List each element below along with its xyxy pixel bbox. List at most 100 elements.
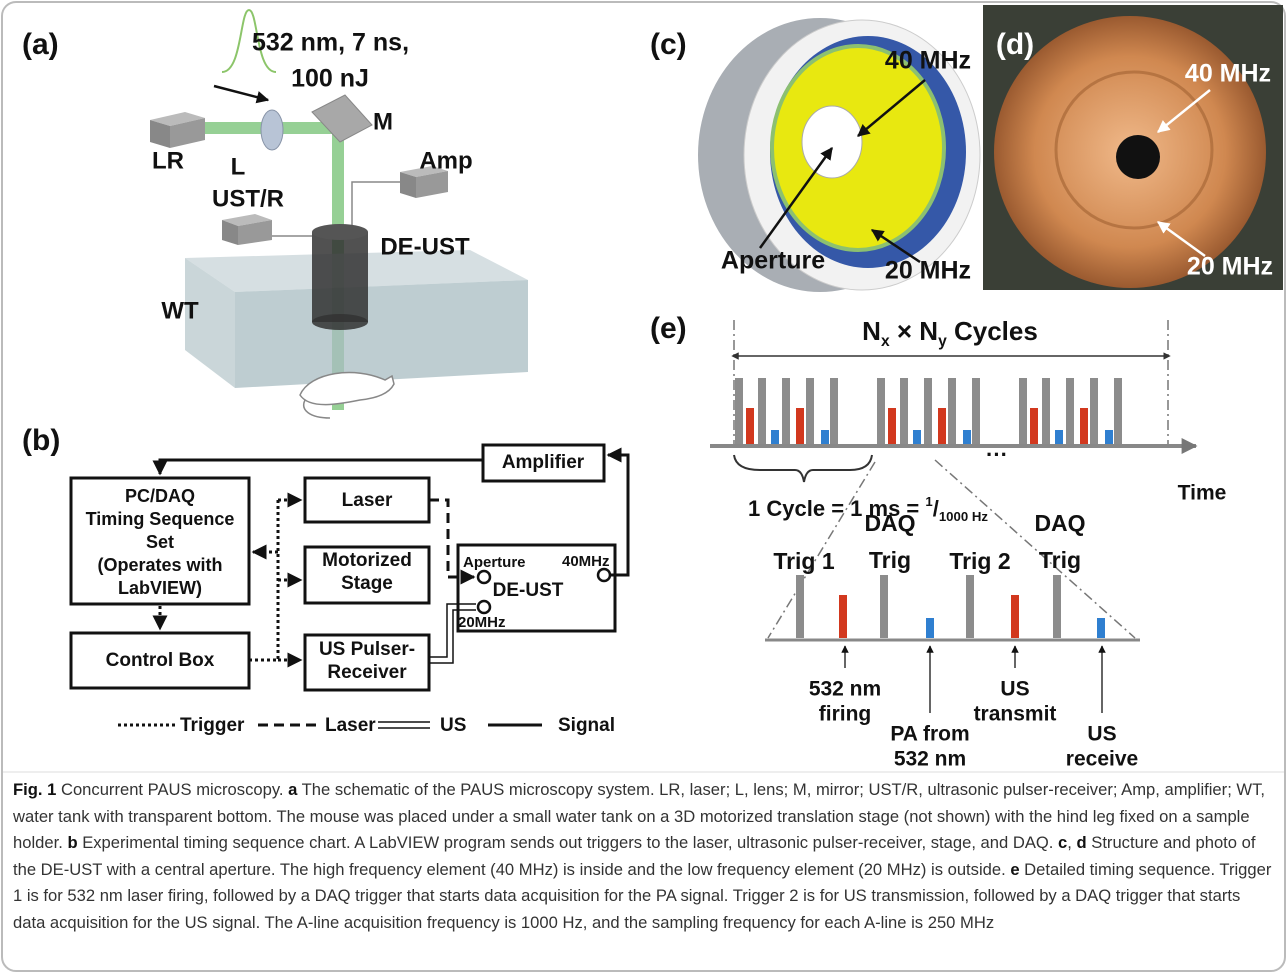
label: 40MHz <box>562 553 610 570</box>
text-part: N <box>862 316 881 346</box>
event-label: PA from <box>890 723 969 746</box>
timing-bar <box>771 430 779 444</box>
label: Stage <box>341 573 393 594</box>
box-title: PC/DAQ <box>125 486 195 506</box>
event-label: US <box>1087 723 1116 746</box>
box-text: (Operates with <box>97 555 222 575</box>
label: L <box>231 153 246 180</box>
caption-part: d <box>1077 833 1087 852</box>
event-label: transmit <box>974 703 1057 726</box>
label: Receiver <box>327 662 407 683</box>
label: 40 MHz <box>1185 60 1271 88</box>
label: 532 nm, 7 ns, <box>252 29 409 57</box>
trigger-label: Trig 2 <box>949 548 1010 574</box>
label: M <box>373 108 393 135</box>
timing-bar <box>888 408 896 444</box>
event-label: 532 nm <box>894 748 966 771</box>
legend-entry: Signal <box>558 715 615 736</box>
label: 100 nJ <box>291 65 369 93</box>
text-part: 1 <box>925 494 932 509</box>
caption-part: Concurrent PAUS microscopy. <box>56 780 288 799</box>
timing-bar <box>1019 378 1027 444</box>
label: Control Box <box>106 650 215 671</box>
timing-bar <box>880 575 888 638</box>
trigger-label: Trig <box>1039 547 1081 573</box>
box-text: Timing Sequence <box>86 509 235 529</box>
label: WT <box>161 297 199 324</box>
label: ··· <box>986 442 1008 467</box>
trigger-label: Trig <box>869 547 911 573</box>
text-part: y <box>938 333 947 350</box>
caption-part: , <box>1067 833 1076 852</box>
label: UST/R <box>212 185 284 212</box>
figure: (a)532 nm, 7 ns,100 nJLRLMAmpUST/RDE-UST… <box>0 0 1287 973</box>
timing-bar <box>1105 430 1113 444</box>
label: Amp <box>419 147 472 174</box>
label: Aperture <box>721 247 825 275</box>
event-label: 532 nm <box>809 678 881 701</box>
timing-bar <box>821 430 829 444</box>
label: Amplifier <box>502 452 585 473</box>
caption-part: Fig. 1 <box>13 780 56 799</box>
legend-entry: Trigger <box>180 715 245 736</box>
timing-bar <box>758 378 766 444</box>
timing-bar <box>1066 378 1074 444</box>
axis-label: Time <box>1178 482 1227 505</box>
event-label: receive <box>1066 748 1138 771</box>
text-part: 1000 Hz <box>939 509 989 524</box>
caption-part: b <box>67 833 77 852</box>
label: Aperture <box>463 554 526 571</box>
text-part: x <box>881 333 890 350</box>
panel-label: (a) <box>22 28 59 61</box>
timing-bar <box>1042 378 1050 444</box>
timing-bar <box>972 378 980 444</box>
timing-bar <box>782 378 790 444</box>
timing-bar <box>735 378 743 444</box>
timing-bar <box>966 575 974 638</box>
label: US Pulser- <box>319 639 415 660</box>
box-text: Set <box>146 532 174 552</box>
timing-bar <box>1055 430 1063 444</box>
timing-bar <box>948 378 956 444</box>
timing-bar <box>1114 378 1122 444</box>
trigger-label: Trig 1 <box>773 548 835 574</box>
event-label: US <box>1000 678 1029 701</box>
caption: Fig. 1 Concurrent PAUS microscopy. a The… <box>13 777 1275 936</box>
legend-entry: US <box>440 715 466 736</box>
label: 20 MHz <box>885 257 971 285</box>
panel-label: (e) <box>650 312 687 345</box>
panel-label: (d) <box>996 28 1034 61</box>
timing-bar <box>1080 408 1088 444</box>
timing-bar <box>1097 618 1105 638</box>
timing-bar <box>806 378 814 444</box>
timing-bar <box>796 408 804 444</box>
timing-bar <box>913 430 921 444</box>
timing-bar <box>926 618 934 638</box>
label: Laser <box>342 490 393 511</box>
timing-bar <box>900 378 908 444</box>
box-text: LabVIEW) <box>118 578 202 598</box>
label: Motorized <box>322 550 412 571</box>
timing-bar <box>877 378 885 444</box>
label: 20 MHz <box>1187 253 1273 281</box>
caption-part: e <box>1010 860 1019 879</box>
caption-part: a <box>288 780 297 799</box>
timing-bar <box>1053 575 1061 638</box>
timing-bar <box>796 575 804 638</box>
timing-bar <box>746 408 754 444</box>
label: 40 MHz <box>885 47 971 75</box>
label: 20MHz <box>458 614 506 631</box>
caption-part: c <box>1058 833 1067 852</box>
timing-bar <box>924 378 932 444</box>
timing-bar <box>1090 378 1098 444</box>
timing-bar <box>839 595 847 638</box>
panel-e-title: Nx × Ny Cycles <box>862 316 1038 350</box>
panel-e-drawing <box>710 320 1196 640</box>
text-part: Cycles <box>947 316 1038 346</box>
trigger-label: DAQ <box>1034 510 1085 536</box>
event-label: firing <box>819 703 872 726</box>
caption-part: Experimental timing sequence chart. A La… <box>78 833 1058 852</box>
timing-bar <box>1011 595 1019 638</box>
timing-bar <box>1030 408 1038 444</box>
timing-bar <box>830 378 838 444</box>
